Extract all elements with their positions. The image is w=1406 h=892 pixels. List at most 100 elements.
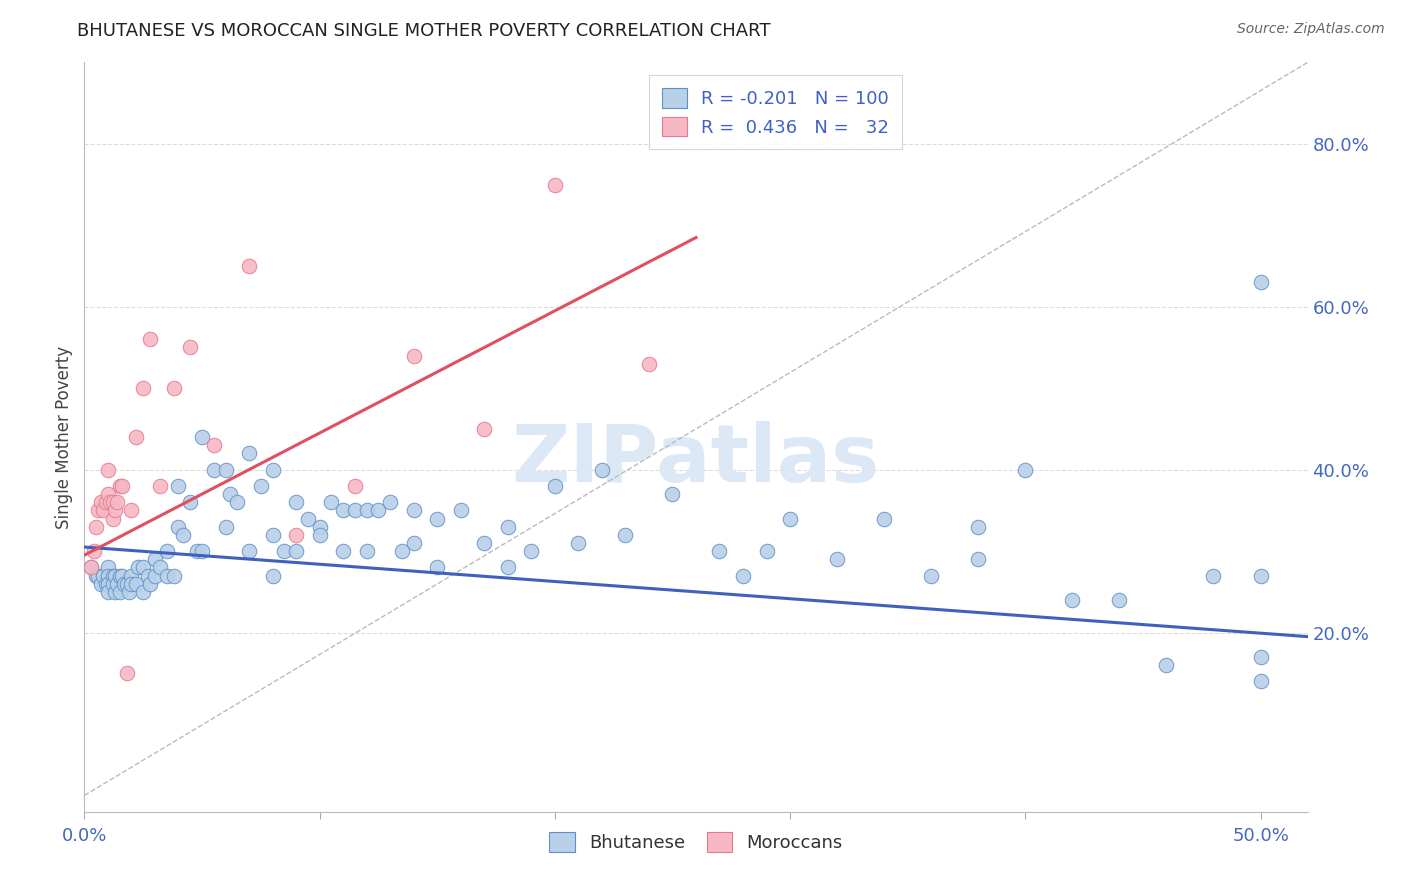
Point bbox=[1250, 674, 1272, 689]
Point bbox=[297, 511, 319, 525]
Point bbox=[496, 519, 519, 533]
Point bbox=[132, 560, 155, 574]
Point bbox=[202, 438, 225, 452]
Point bbox=[104, 584, 127, 599]
Point bbox=[967, 552, 990, 566]
Text: Source: ZipAtlas.com: Source: ZipAtlas.com bbox=[1237, 22, 1385, 37]
Point bbox=[402, 349, 425, 363]
Point bbox=[472, 536, 495, 550]
Point bbox=[191, 544, 214, 558]
Point bbox=[167, 519, 190, 533]
Point bbox=[219, 487, 242, 501]
Point bbox=[132, 381, 155, 395]
Point bbox=[967, 519, 990, 533]
Point bbox=[156, 544, 179, 558]
Point bbox=[731, 568, 754, 582]
Point bbox=[163, 568, 186, 582]
Point bbox=[115, 666, 138, 681]
Point bbox=[496, 560, 519, 574]
Point bbox=[1062, 593, 1084, 607]
Point bbox=[262, 528, 284, 542]
Point bbox=[755, 544, 778, 558]
Point bbox=[544, 178, 567, 192]
Point bbox=[112, 576, 135, 591]
Point bbox=[108, 584, 131, 599]
Point bbox=[104, 568, 127, 582]
Point bbox=[101, 511, 124, 525]
Point bbox=[127, 560, 149, 574]
Point bbox=[1250, 650, 1272, 665]
Point bbox=[343, 479, 366, 493]
Point bbox=[101, 576, 124, 591]
Point bbox=[132, 584, 155, 599]
Point bbox=[97, 463, 120, 477]
Point bbox=[139, 332, 162, 346]
Point bbox=[1250, 568, 1272, 582]
Point bbox=[97, 568, 120, 582]
Point bbox=[920, 568, 942, 582]
Point bbox=[202, 463, 225, 477]
Point bbox=[638, 357, 661, 371]
Point bbox=[111, 568, 134, 582]
Point bbox=[356, 544, 378, 558]
Point bbox=[156, 568, 179, 582]
Point bbox=[125, 576, 148, 591]
Point bbox=[97, 584, 120, 599]
Point bbox=[97, 576, 120, 591]
Point bbox=[80, 560, 103, 574]
Point bbox=[120, 503, 142, 517]
Point bbox=[90, 495, 112, 509]
Point bbox=[873, 511, 896, 525]
Point bbox=[186, 544, 208, 558]
Point bbox=[101, 495, 124, 509]
Point bbox=[91, 503, 114, 517]
Point bbox=[238, 544, 260, 558]
Point bbox=[1250, 276, 1272, 290]
Point bbox=[779, 511, 801, 525]
Point bbox=[149, 560, 172, 574]
Point bbox=[426, 511, 449, 525]
Point bbox=[87, 503, 110, 517]
Point bbox=[262, 463, 284, 477]
Point bbox=[84, 519, 107, 533]
Point bbox=[321, 495, 343, 509]
Point bbox=[1108, 593, 1130, 607]
Point bbox=[143, 552, 166, 566]
Point bbox=[87, 568, 110, 582]
Point bbox=[94, 495, 117, 509]
Point bbox=[520, 544, 543, 558]
Point bbox=[1202, 568, 1225, 582]
Point bbox=[179, 341, 201, 355]
Point bbox=[825, 552, 848, 566]
Point bbox=[343, 503, 366, 517]
Point bbox=[108, 479, 131, 493]
Point bbox=[118, 584, 141, 599]
Point bbox=[163, 381, 186, 395]
Point bbox=[91, 568, 114, 582]
Point bbox=[308, 519, 330, 533]
Point bbox=[285, 544, 308, 558]
Point bbox=[591, 463, 613, 477]
Point bbox=[80, 560, 103, 574]
Point bbox=[98, 495, 121, 509]
Point bbox=[450, 503, 472, 517]
Point bbox=[391, 544, 413, 558]
Legend: Bhutanese, Moroccans: Bhutanese, Moroccans bbox=[538, 821, 853, 863]
Point bbox=[332, 503, 354, 517]
Point bbox=[1156, 658, 1178, 673]
Point bbox=[402, 503, 425, 517]
Point bbox=[108, 568, 131, 582]
Point bbox=[285, 495, 308, 509]
Point bbox=[472, 422, 495, 436]
Point bbox=[661, 487, 683, 501]
Point bbox=[308, 528, 330, 542]
Point bbox=[104, 503, 127, 517]
Point bbox=[179, 495, 201, 509]
Point bbox=[105, 495, 128, 509]
Point bbox=[191, 430, 214, 444]
Point bbox=[367, 503, 389, 517]
Point bbox=[249, 479, 271, 493]
Point bbox=[149, 479, 172, 493]
Point bbox=[105, 576, 128, 591]
Point bbox=[120, 576, 142, 591]
